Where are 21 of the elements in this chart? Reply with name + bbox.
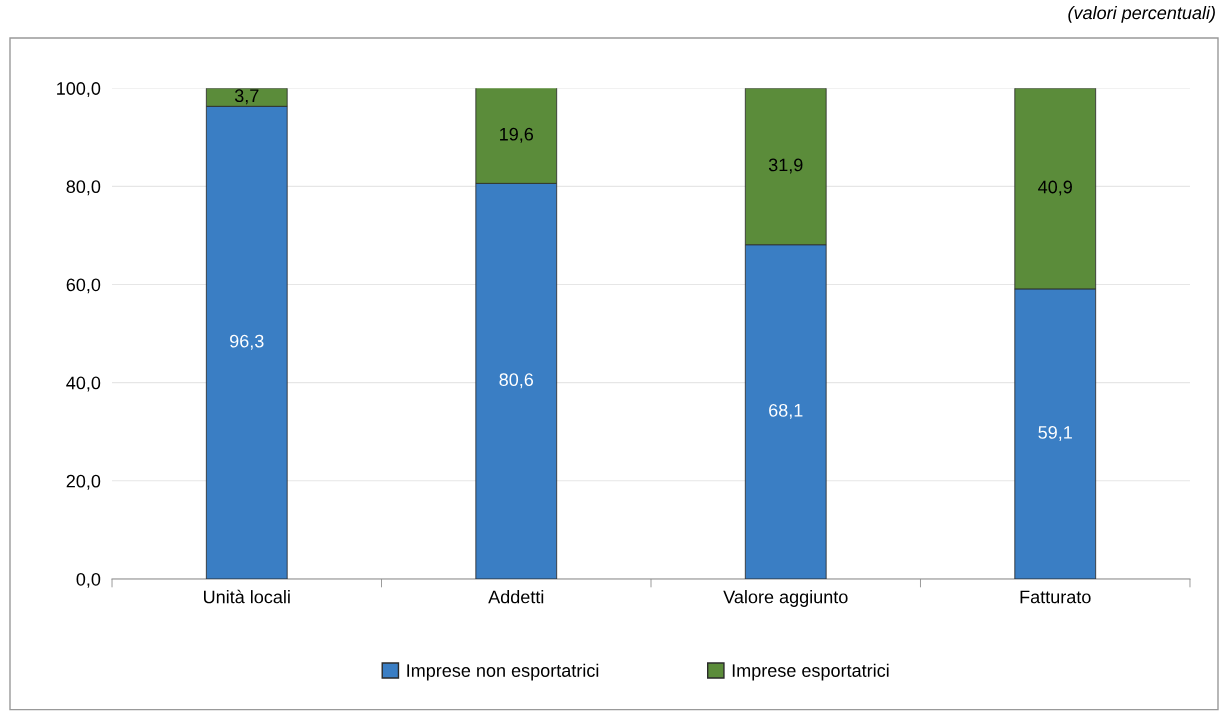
data-label: 31,9 xyxy=(768,158,803,174)
legend-label: Imprese non esportatrici xyxy=(407,663,599,681)
y-tick-label: 80,0 xyxy=(66,180,101,196)
x-tick-label: Unità locali xyxy=(204,589,290,604)
data-label: 80,6 xyxy=(499,373,534,389)
data-label: 68,1 xyxy=(769,403,803,419)
y-tick-label: 20,0 xyxy=(66,474,101,490)
y-tick-label: 60,0 xyxy=(66,278,101,294)
data-label: 19,6 xyxy=(500,127,534,143)
text: (valori percentuali) xyxy=(1068,6,1215,23)
legend-label: Imprese esportatrici xyxy=(732,663,889,681)
y-tick-label: 40,0 xyxy=(66,376,101,392)
x-tick-label: Valore aggiunto xyxy=(723,590,848,607)
x-tick-label: Fatturato xyxy=(1020,590,1091,604)
data-label: 59,1 xyxy=(1038,426,1072,441)
data-label: 40,9 xyxy=(1038,180,1072,196)
y-tick-label: 100,0 xyxy=(57,82,101,98)
data-label: 3,7 xyxy=(234,89,259,105)
y-tick-label: 0,0 xyxy=(76,572,101,588)
x-tick-label: Addetti xyxy=(488,590,544,604)
data-label: 96,3 xyxy=(230,334,264,350)
